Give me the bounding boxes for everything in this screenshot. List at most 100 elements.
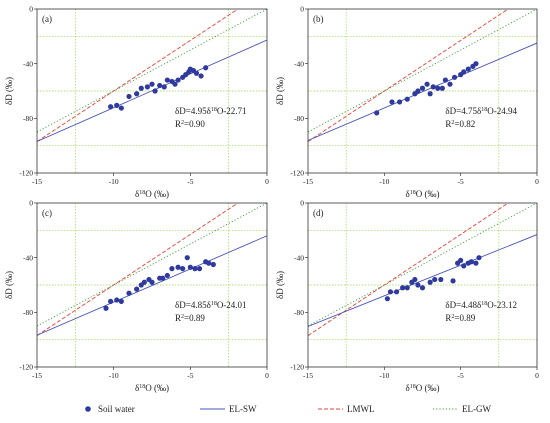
soil-water-point: [157, 82, 163, 89]
y-axis-label: δD (‰): [275, 271, 285, 299]
r-squared: R2=0.82: [445, 119, 475, 129]
panels: -15 -10 -5 0 0 -40 -80 -120 (a) δ18O (‰) δD (‰) δD=…: [4, 5, 539, 393]
soil-water-point: [126, 290, 132, 296]
x-tick-label: -5: [458, 371, 464, 380]
soil-water-point: [114, 102, 120, 108]
legend-marker-soil-water: [85, 406, 91, 412]
soil-water-point: [108, 298, 114, 304]
x-tick-label: 0: [535, 371, 539, 380]
y-tick-label: 0: [300, 199, 304, 208]
soil-water-point: [160, 275, 166, 281]
soil-water-point: [126, 93, 132, 100]
legend-label-el-sw: EL-SW: [229, 404, 257, 414]
soil-water-point: [180, 266, 186, 272]
regression-lines: [37, 203, 267, 336]
regression-lines: [308, 9, 537, 142]
legend-label-soil-water: Soil water: [98, 404, 135, 414]
y-tick-label: -80: [23, 308, 33, 317]
y-axis-label: δD (‰): [4, 271, 14, 299]
soil-water-point: [415, 88, 421, 94]
y-tick-label: -80: [294, 114, 304, 123]
soil-water-point: [461, 69, 467, 75]
soil-water-point: [387, 289, 394, 295]
soil-water-point: [400, 285, 406, 291]
soil-water-point: [447, 81, 453, 87]
panel-label: (b): [313, 14, 324, 24]
soil-water-point: [169, 266, 175, 272]
soil-water-point: [172, 81, 178, 87]
regression-lines: [37, 9, 267, 142]
regression-equation: δD=4.75δ18O-24.94: [445, 106, 517, 116]
soil-water-point: [427, 279, 433, 285]
x-tick-label: -5: [458, 177, 464, 186]
soil-water-point: [476, 255, 482, 261]
x-tick-label: -5: [187, 177, 193, 186]
y-tick-label: -120: [19, 169, 33, 178]
panel-1: -15 -10 -5 0 0 -40 -80 -120 (a) δ18O (‰) δD (‰) δD=…: [4, 5, 269, 199]
soil-water-point: [192, 266, 198, 272]
x-axis-label: δ18O (‰): [406, 189, 440, 199]
soil-water-point: [134, 91, 140, 97]
soil-water-point: [451, 74, 458, 80]
y-tick-label: -120: [290, 169, 304, 178]
soil-water-point: [442, 77, 448, 83]
soil-water-point: [473, 260, 479, 266]
soil-water-point: [118, 105, 124, 111]
y-tick-label: -40: [23, 253, 33, 262]
soil-water-point: [419, 85, 426, 91]
soil-water-point: [435, 85, 441, 91]
soil-water-point: [206, 260, 212, 266]
soil-water-point: [103, 305, 109, 311]
soil-water-point: [193, 70, 200, 76]
x-tick-label: -10: [379, 371, 389, 380]
panel-4: -15 -10 -5 0 0 -40 -80 -120 (d) δ18O (‰) δD (‰) δD=…: [275, 199, 539, 393]
x-axis-label: δ18O (‰): [406, 383, 440, 393]
el-sw-line: [308, 42, 537, 141]
y-tick-label: -120: [290, 363, 304, 372]
soil-water-point: [465, 66, 471, 72]
regression-equation: δD=4.95δ18O-22.71: [175, 106, 247, 116]
y-axis-label: δD (‰): [275, 77, 285, 105]
x-tick-label: -15: [32, 177, 42, 186]
x-tick-label: 0: [535, 177, 539, 186]
el-sw-line: [37, 39, 267, 142]
soil-water-point: [374, 110, 380, 116]
panel-label: (a): [42, 14, 52, 24]
x-tick-label: -10: [109, 371, 119, 380]
plot-frame: [307, 202, 538, 368]
x-tick-label: -15: [32, 371, 42, 380]
soil-water-point: [404, 285, 410, 291]
soil-water-point: [389, 99, 395, 105]
y-tick-label: 0: [300, 5, 304, 14]
y-tick-label: -80: [23, 114, 33, 123]
x-tick-label: -10: [109, 177, 119, 186]
soil-water-point: [412, 276, 418, 283]
soil-water-point: [468, 259, 474, 265]
panel-label: (d): [313, 208, 324, 218]
soil-water-point: [415, 282, 421, 288]
y-tick-label: -120: [19, 363, 33, 372]
regression-equation: δD=4.48δ18O-23.12: [445, 300, 517, 310]
regression-lines: [308, 203, 537, 336]
soil-water-point: [108, 104, 114, 110]
plot-frame: [36, 202, 268, 368]
soil-water-point: [164, 272, 170, 279]
x-axis-label: δ18O (‰): [135, 189, 169, 199]
soil-water-point: [438, 276, 444, 283]
soil-water-point: [187, 264, 193, 270]
r-squared: R2=0.89: [445, 313, 475, 323]
soil-water-point: [419, 285, 426, 291]
lmwl-line: [37, 203, 239, 336]
plot-frame: [36, 8, 268, 174]
soil-water-point: [198, 73, 204, 79]
soil-water-point: [134, 286, 140, 292]
legend-label-el-gw: EL-GW: [462, 404, 491, 414]
soil-water-point: [439, 85, 445, 91]
soil-water-point: [175, 264, 181, 270]
soil-water-point: [461, 263, 467, 269]
x-tick-label: 0: [265, 371, 269, 380]
legend-label-lmwl: LMWL: [347, 404, 375, 414]
soil-water-point: [141, 279, 147, 285]
soil-water-point: [424, 81, 430, 87]
soil-water-point: [164, 77, 170, 83]
